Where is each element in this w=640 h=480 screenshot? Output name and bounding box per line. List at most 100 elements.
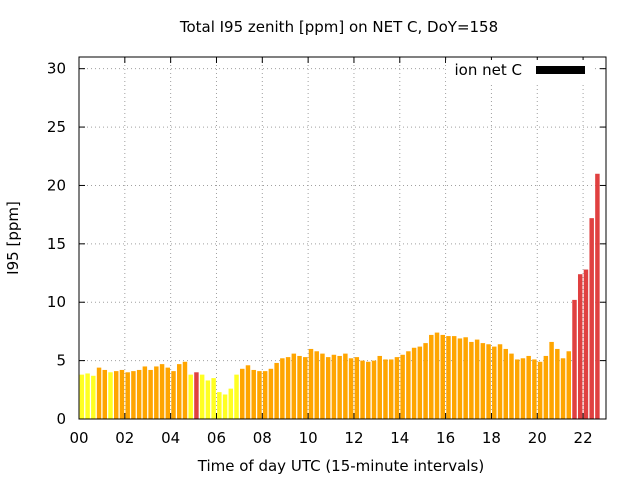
bar-72 <box>492 346 497 419</box>
bar-63 <box>440 334 445 419</box>
bar-44 <box>331 354 337 419</box>
x-tick-label-7: 14 <box>390 429 409 447</box>
y-tick-label-5: 25 <box>47 118 66 136</box>
bar-31 <box>257 371 262 419</box>
bar-88 <box>583 269 589 419</box>
x-tick-label-11: 22 <box>574 429 593 447</box>
bar-16 <box>171 371 176 419</box>
bar-39 <box>303 357 308 419</box>
bar-2 <box>91 375 96 419</box>
x-tick-label-4: 08 <box>253 429 272 447</box>
bar-23 <box>211 378 216 419</box>
bar-76 <box>514 359 520 419</box>
bar-26 <box>228 388 234 419</box>
bar-20 <box>194 372 199 419</box>
y-tick-labels: 0 5 10 15 20 25 30 <box>47 60 66 428</box>
y-tick-label-1: 5 <box>56 352 66 370</box>
y-tick-label-4: 20 <box>47 176 66 194</box>
bar-62 <box>434 332 440 419</box>
bar-15 <box>165 367 171 419</box>
bar-48 <box>354 357 360 419</box>
bar-59 <box>417 346 423 419</box>
bar-68 <box>469 341 474 419</box>
bar-30 <box>251 369 256 419</box>
bar-14 <box>159 364 165 419</box>
x-tick-label-6: 12 <box>344 429 363 447</box>
legend-swatch <box>536 66 585 74</box>
bar-3 <box>96 367 102 419</box>
bar-6 <box>114 371 119 419</box>
y-tick-label-3: 15 <box>47 235 66 253</box>
legend-label: ion net C <box>455 61 522 79</box>
bar-42 <box>320 353 325 419</box>
bar-45 <box>337 355 342 419</box>
bar-60 <box>423 343 428 419</box>
bar-28 <box>240 368 245 419</box>
chart-title: Total I95 zenith [ppm] on NET C, DoY=158 <box>179 18 498 36</box>
legend: ion net C <box>446 60 594 82</box>
bar-86 <box>572 299 577 419</box>
bar-50 <box>366 361 371 419</box>
bar-90 <box>595 173 600 419</box>
bar-85 <box>566 351 571 419</box>
bar-79 <box>532 359 537 419</box>
bar-10 <box>136 369 142 419</box>
bar-84 <box>560 358 566 419</box>
bar-21 <box>199 374 205 419</box>
bar-81 <box>543 355 549 419</box>
bar-0 <box>79 374 85 419</box>
bar-87 <box>577 274 583 419</box>
bar-40 <box>308 348 314 419</box>
bar-18 <box>182 361 188 419</box>
y-tick-label-0: 0 <box>56 410 66 428</box>
x-tick-label-0: 00 <box>69 429 88 447</box>
bar-47 <box>348 358 354 419</box>
bar-38 <box>297 355 302 419</box>
bar-11 <box>142 366 148 419</box>
bar-24 <box>217 392 222 419</box>
bar-5 <box>108 372 113 419</box>
bar-64 <box>446 336 451 419</box>
bar-37 <box>291 353 297 419</box>
bar-17 <box>177 364 182 419</box>
bar-49 <box>360 360 365 419</box>
bar-54 <box>388 359 394 419</box>
bar-1 <box>85 373 90 419</box>
bar-34 <box>274 362 279 419</box>
bar-78 <box>526 355 531 419</box>
x-tick-labels: 00 02 04 06 08 10 12 14 16 18 20 22 <box>69 429 592 447</box>
y-tick-label-2: 10 <box>47 293 66 311</box>
bar-82 <box>549 341 554 419</box>
bar-33 <box>268 368 274 419</box>
bar-66 <box>457 338 463 419</box>
bar-46 <box>343 353 348 419</box>
axis-ticks <box>78 57 606 420</box>
bar-12 <box>148 369 153 419</box>
bar-58 <box>411 347 417 419</box>
x-tick-label-5: 10 <box>299 429 318 447</box>
bar-89 <box>589 218 594 419</box>
bar-19 <box>188 374 193 419</box>
bar-22 <box>205 380 211 419</box>
x-tick-label-2: 04 <box>161 429 180 447</box>
plot-frame <box>78 56 607 420</box>
bar-57 <box>406 351 411 419</box>
y-tick-label-6: 30 <box>47 60 66 78</box>
bar-74 <box>503 348 508 419</box>
bar-77 <box>520 358 526 419</box>
bar-25 <box>222 394 228 419</box>
bars <box>79 173 600 419</box>
bar-80 <box>537 361 543 419</box>
bar-41 <box>314 351 319 419</box>
x-axis-label: Time of day UTC (15-minute intervals) <box>197 457 484 475</box>
x-tick-label-3: 06 <box>207 429 226 447</box>
bar-53 <box>383 359 388 419</box>
bar-55 <box>394 357 400 419</box>
bar-13 <box>154 366 159 419</box>
bar-51 <box>371 360 377 419</box>
bar-73 <box>497 344 503 419</box>
bar-70 <box>480 343 486 419</box>
bar-75 <box>509 353 514 419</box>
bar-65 <box>451 336 457 419</box>
